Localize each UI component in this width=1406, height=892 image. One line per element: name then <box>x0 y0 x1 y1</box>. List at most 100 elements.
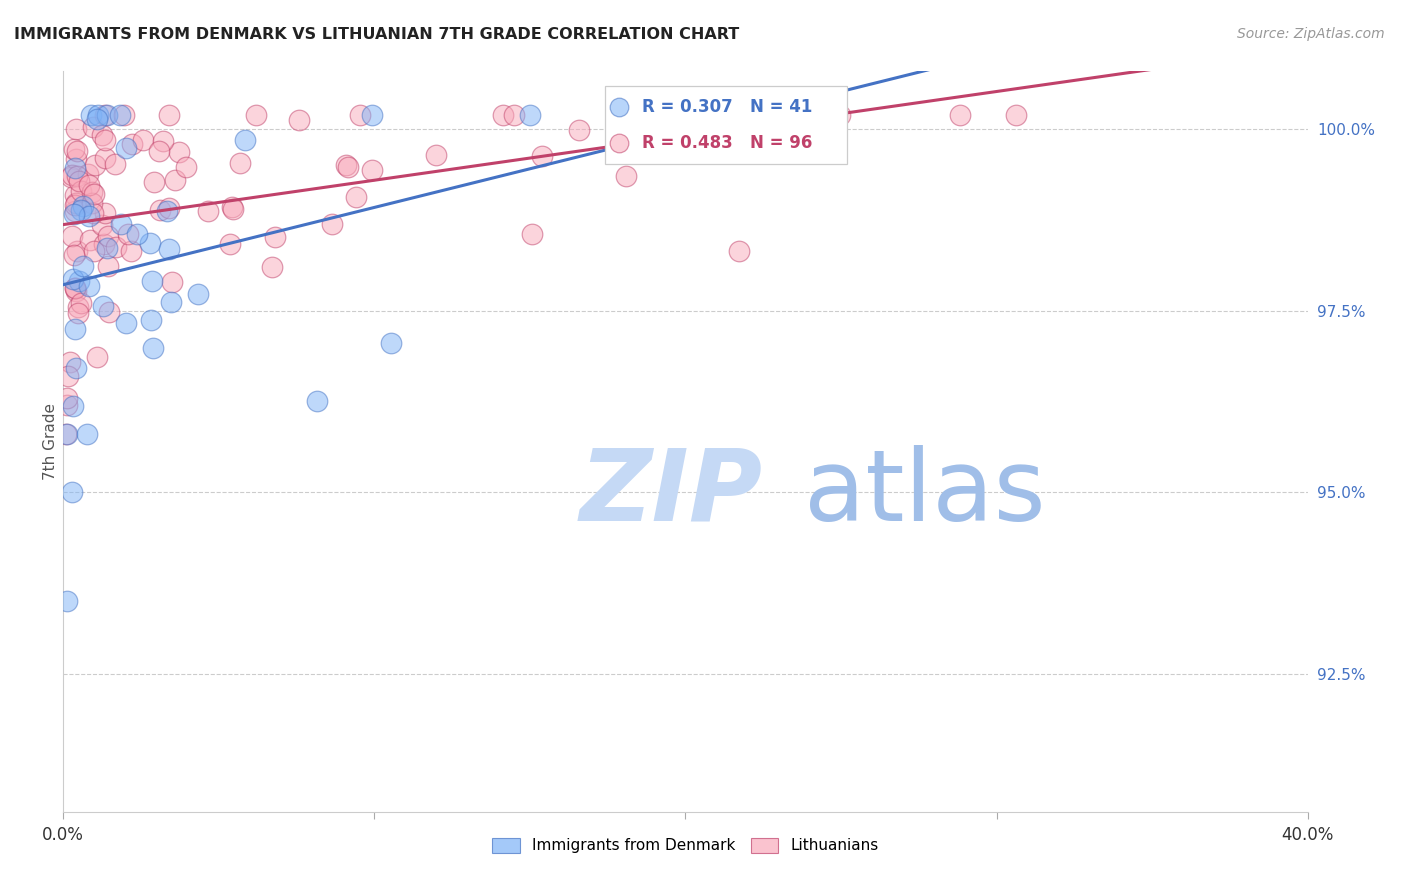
Point <box>65 152 87 166</box>
Point <box>83 244 105 258</box>
Point <box>59 169 82 184</box>
Y-axis label: 7th Grade: 7th Grade <box>42 403 58 480</box>
Legend: Immigrants from Denmark, Lithuanians: Immigrants from Denmark, Lithuanians <box>486 831 884 860</box>
Point <box>132 133 155 147</box>
Point <box>141 312 163 326</box>
Point <box>60 485 83 500</box>
Point <box>58 369 80 384</box>
Point <box>321 217 343 231</box>
Point <box>55 427 77 442</box>
Point <box>157 108 180 122</box>
Point <box>219 237 242 252</box>
Point <box>108 108 131 122</box>
Point <box>349 108 371 122</box>
Point <box>425 148 447 162</box>
Point <box>148 145 170 159</box>
Point <box>633 131 655 145</box>
Point <box>221 200 243 214</box>
Point <box>127 227 149 241</box>
Point <box>245 108 267 122</box>
Text: R = 0.483   N = 96: R = 0.483 N = 96 <box>643 134 813 152</box>
Point <box>94 133 117 147</box>
Point <box>91 218 114 232</box>
Point <box>56 398 79 412</box>
Point <box>640 108 662 122</box>
Point <box>63 248 86 262</box>
Point <box>72 199 94 213</box>
Point <box>96 108 118 122</box>
Point <box>72 259 94 273</box>
Point <box>141 274 163 288</box>
Point <box>157 201 180 215</box>
Point <box>77 167 100 181</box>
Point <box>737 108 759 122</box>
Point <box>69 203 91 218</box>
Point <box>165 173 187 187</box>
Point <box>727 244 749 259</box>
Point <box>344 190 367 204</box>
Point <box>335 158 357 172</box>
Point <box>98 305 121 319</box>
Point <box>187 287 209 301</box>
Point <box>568 122 591 136</box>
Point <box>138 236 160 251</box>
Point <box>86 112 108 127</box>
Text: IMMIGRANTS FROM DENMARK VS LITHUANIAN 7TH GRADE CORRELATION CHART: IMMIGRANTS FROM DENMARK VS LITHUANIAN 7T… <box>14 27 740 42</box>
Point <box>65 204 87 219</box>
Point <box>63 161 86 176</box>
Point <box>65 281 87 295</box>
Text: Source: ZipAtlas.com: Source: ZipAtlas.com <box>1237 27 1385 41</box>
Point <box>66 169 89 183</box>
Point <box>60 168 83 182</box>
Point <box>77 278 100 293</box>
Point <box>91 299 114 313</box>
Point <box>65 195 87 210</box>
Point <box>56 594 79 608</box>
Point <box>288 113 311 128</box>
Point <box>63 188 86 202</box>
Point <box>162 276 184 290</box>
Point <box>86 350 108 364</box>
Point <box>817 108 839 122</box>
Point <box>612 108 634 122</box>
Point <box>70 296 93 310</box>
Point <box>56 427 79 442</box>
Point <box>337 160 360 174</box>
Point <box>115 316 138 330</box>
Point <box>67 174 90 188</box>
Point <box>97 229 120 244</box>
Text: atlas: atlas <box>804 445 1045 541</box>
Point <box>77 178 100 192</box>
Point <box>492 108 515 122</box>
Text: ZIP: ZIP <box>579 445 762 541</box>
Point <box>63 281 86 295</box>
Point <box>67 300 90 314</box>
Point <box>531 149 554 163</box>
Point <box>502 108 524 122</box>
Point <box>360 108 382 122</box>
Point <box>110 217 132 231</box>
Point <box>80 108 103 122</box>
Point <box>66 244 89 259</box>
Point <box>830 108 852 122</box>
Point <box>264 230 287 244</box>
Point <box>65 361 87 376</box>
Point <box>66 306 89 320</box>
Point <box>104 157 127 171</box>
Point <box>62 207 84 221</box>
FancyBboxPatch shape <box>605 87 848 164</box>
Point <box>90 128 112 142</box>
Point <box>159 295 181 310</box>
Point <box>83 187 105 202</box>
Point <box>93 206 115 220</box>
Point <box>59 354 82 368</box>
Point <box>65 322 87 336</box>
Point <box>1005 108 1028 122</box>
Point <box>82 206 104 220</box>
Point <box>143 175 166 189</box>
Point <box>120 244 142 259</box>
Point <box>97 260 120 274</box>
Point <box>84 158 107 172</box>
Point <box>65 122 87 136</box>
Point <box>63 198 86 212</box>
